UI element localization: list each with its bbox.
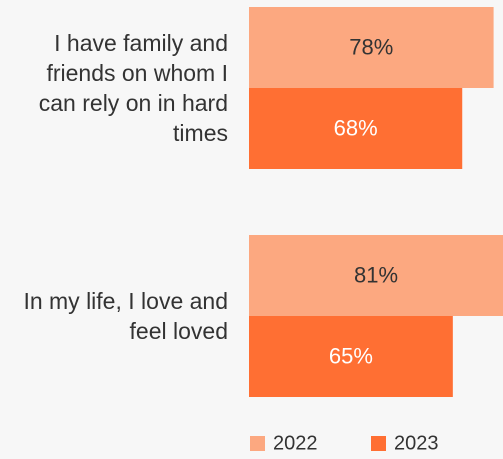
bar: [249, 88, 463, 169]
category-label: In my life, I love and feel loved: [23, 288, 228, 344]
legend-swatch: [250, 436, 265, 451]
value-label: 78%: [349, 34, 393, 59]
legend-swatch: [371, 436, 386, 451]
value-label: 81%: [354, 262, 398, 287]
value-label: 68%: [334, 115, 378, 140]
bar: [249, 316, 453, 397]
legend-label: 2022: [273, 432, 318, 454]
bar: [249, 235, 503, 316]
bar: [249, 7, 494, 88]
value-label: 65%: [329, 343, 373, 368]
legend-label: 2023: [394, 432, 439, 454]
category-label: I have family and friends on whom I can …: [38, 30, 228, 146]
